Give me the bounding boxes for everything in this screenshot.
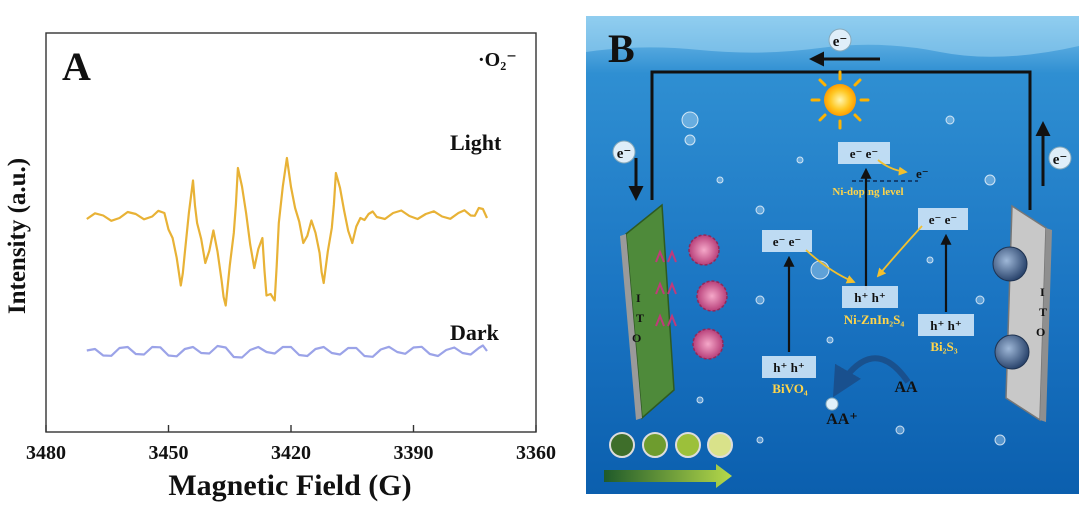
bubble — [975, 295, 985, 305]
gradient-arrow — [604, 464, 732, 488]
aa-plus-bubble — [825, 397, 839, 411]
bubble — [755, 295, 765, 305]
bubble — [945, 115, 955, 125]
catalyst-particles — [688, 234, 728, 360]
left-electrode: I T O — [620, 203, 677, 420]
bubble — [684, 134, 696, 146]
bubbles — [681, 111, 1006, 446]
vb-box-bivo4 — [762, 356, 816, 378]
nizis-label: Ni-ZnIn₂S₄ — [844, 312, 905, 327]
bubble — [756, 436, 764, 444]
vb-label-nizis: h⁺ h⁺ — [854, 290, 885, 305]
x-tick-label: 3450 — [149, 442, 189, 464]
ito-left-i: I — [636, 291, 641, 305]
bubble — [755, 205, 765, 215]
vb-label-bivo4: h⁺ h⁺ — [773, 360, 804, 375]
series-label-dark: Dark — [450, 320, 500, 345]
electron-ball-right — [1048, 146, 1072, 170]
electron-ball-top — [828, 28, 852, 52]
bi2s3-label: Bi₂S₃ — [930, 339, 957, 354]
x-axis-label: Magnetic Field (G) — [168, 469, 411, 502]
bubble — [796, 156, 804, 164]
ito-left-t: T — [636, 311, 644, 325]
radical-label: ·O₂⁻ — [478, 49, 517, 71]
ito-right-o: O — [1036, 325, 1045, 339]
right-electrode: I T O — [992, 204, 1052, 422]
ni-transfer-arrow — [877, 159, 908, 176]
panel-b-label: B — [608, 26, 635, 71]
bubble — [681, 111, 699, 129]
series-label-light: Light — [450, 130, 502, 155]
aa-plus-label: AA⁺ — [826, 411, 858, 428]
vb-box-nizis — [842, 286, 898, 308]
electron-top: e⁻ — [833, 34, 848, 50]
series-line-light — [86, 156, 489, 307]
bubble — [926, 256, 934, 264]
electron-ball-left — [612, 140, 636, 164]
bubble — [994, 434, 1006, 446]
cb-label-nizis: e⁻ e⁻ — [850, 146, 879, 161]
oxidation-arrow — [832, 355, 911, 398]
cb-box-bivo4 — [762, 230, 812, 252]
cb-label-bivo4: e⁻ e⁻ — [773, 234, 802, 249]
aa-label: AA — [894, 379, 918, 396]
vb-label-bi2s3: h⁺ h⁺ — [930, 318, 961, 333]
transfer-bivo4-to-nizis — [805, 249, 856, 284]
aa-oxidation: AA AA⁺ — [825, 355, 918, 428]
cb-box-nizis — [838, 142, 890, 164]
color-vials — [604, 432, 733, 488]
electron-right: e⁻ — [1053, 152, 1068, 168]
band-diagram: e⁻ e⁻ e⁻ Ni-doping level h⁺ h⁺ Ni-ZnIn₂S… — [762, 142, 974, 396]
panel-b: B e⁻ e⁻ e⁻ — [586, 16, 1079, 494]
bubble — [696, 396, 704, 404]
bubble — [984, 174, 996, 186]
ni-level-electron: e⁻ — [916, 166, 929, 181]
plot-frame — [45, 32, 537, 433]
electron-left: e⁻ — [617, 146, 632, 162]
ito-right-t: T — [1039, 305, 1047, 319]
bivo4-label: BiVO₄ — [772, 381, 808, 396]
x-axis: 3480 3450 3420 3390 3360 — [26, 425, 556, 464]
sphere-top — [992, 246, 1028, 282]
series-line-dark — [86, 344, 488, 359]
transfer-bi2s3-to-nizis — [876, 225, 923, 278]
bubble — [826, 336, 834, 344]
x-tick-label: 3390 — [394, 442, 434, 464]
x-tick-label: 3360 — [516, 442, 556, 464]
x-tick-label: 3420 — [271, 442, 311, 464]
x-tick-label: 3480 — [26, 442, 66, 464]
ito-left-o: O — [632, 331, 641, 345]
cb-box-bi2s3 — [918, 208, 968, 230]
bubble — [810, 260, 830, 280]
panel-a: A ·O₂⁻ 3480 3450 3420 3390 3360 Magnetic Fie… — [4, 32, 556, 502]
y-axis-label: Intensity (a.u.) — [4, 158, 31, 314]
sphere-bottom — [994, 334, 1030, 370]
bubble — [895, 425, 905, 435]
ni-doping-label: Ni-doping level — [832, 186, 903, 198]
bubble — [716, 176, 724, 184]
ito-right-i: I — [1040, 285, 1045, 299]
sun-icon — [810, 70, 870, 130]
vb-box-bi2s3 — [918, 314, 974, 336]
cb-label-bi2s3: e⁻ e⁻ — [929, 212, 958, 227]
panel-a-label: A — [62, 44, 91, 89]
